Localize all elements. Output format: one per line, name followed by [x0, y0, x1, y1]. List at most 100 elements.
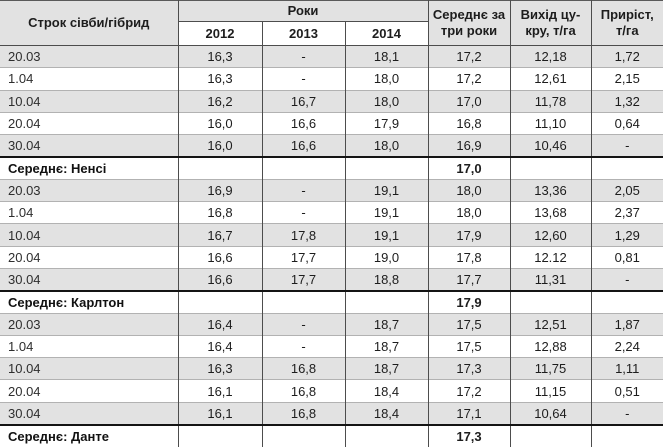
row-label-cell: 1.04 [0, 67, 179, 91]
col-header-year-2014: 2014 [344, 21, 428, 46]
data-row: 20.03 16,9-19,1 18,0 13,36 2,05 [0, 178, 663, 202]
year-2014-cell [344, 289, 429, 314]
sugar-yield-cell: 12.12 [509, 245, 592, 269]
year-2013-cell: 16,7 [261, 89, 346, 113]
average-cell: 17,2 [427, 45, 511, 68]
year-2014-cell: 18,1 [344, 45, 429, 68]
data-row: 20.04 16,6 17,7 19,0 17,8 12.12 0,81 [0, 245, 663, 269]
sugar-yield-cell: 11,75 [509, 357, 592, 380]
year-2013-cell [261, 155, 346, 180]
col-header-year-2012: 2012 [178, 21, 263, 46]
row-label-cell: 20.03 [0, 312, 179, 336]
row-label-cell: 20.04 [0, 111, 179, 135]
year-2012-cell [177, 155, 263, 180]
gain-cell: 1,11 [590, 357, 663, 380]
sugar-yield-cell: 13,36 [509, 178, 592, 202]
year-2012-cell: 16,9 [177, 178, 263, 202]
average-cell: 17,1 [427, 401, 511, 425]
year-2013-cell: 16,6 [261, 134, 346, 157]
row-label-cell: 30.04 [0, 134, 179, 157]
average-cell: 17,3 [427, 357, 511, 380]
summary-row: Середнє: Ненсі 17,0 [0, 155, 663, 180]
data-row: 30.04 16,1 16,8 18,4 17,1 10,64- [0, 401, 663, 425]
average-cell: 17,0 [427, 89, 511, 113]
gain-cell [590, 289, 663, 314]
year-2012-cell: 16,6 [177, 245, 263, 269]
average-cell: 17,9 [427, 223, 511, 247]
year-2013-cell: - [261, 334, 346, 358]
row-label-cell: 10.04 [0, 223, 179, 247]
data-row: 30.04 16,6 17,7 18,8 17,7 11,31- [0, 267, 663, 291]
row-label-cell: Середнє: Карлтон [0, 289, 179, 314]
gain-cell: 2,15 [590, 67, 663, 91]
data-row: 20.04 16,0 16,6 17,9 16,8 11,10 0,64 [0, 111, 663, 135]
gain-cell [590, 423, 663, 447]
year-2014-cell: 18,8 [344, 267, 429, 291]
sugar-yield-cell: 13,68 [509, 201, 592, 224]
year-2013-cell [261, 423, 346, 447]
sugar-yield-cell [509, 155, 592, 180]
sugar-yield-cell: 10,46 [509, 134, 592, 157]
gain-cell: 1,87 [590, 312, 663, 336]
sugar-yield-cell: 11,78 [509, 89, 592, 113]
gain-cell: 1,72 [590, 45, 663, 68]
average-cell: 18,0 [427, 178, 511, 202]
year-2013-cell: - [261, 45, 346, 68]
col-header-three-year-average: Середнє за три роки [427, 0, 511, 46]
row-label-cell: 20.04 [0, 245, 179, 269]
year-2013-cell: 16,8 [261, 379, 346, 403]
gain-cell: 0,81 [590, 245, 663, 269]
header-row-years: 2012 2013 2014 [0, 21, 663, 46]
year-2014-cell: 18,0 [344, 89, 429, 113]
summary-row: Середнє: Карлтон 17,9 [0, 289, 663, 314]
average-cell: 17,7 [427, 267, 511, 291]
average-cell: 17,5 [427, 312, 511, 336]
year-2014-cell: 18,7 [344, 334, 429, 358]
data-row: 30.04 16,0 16,6 18,0 16,9 10,46- [0, 134, 663, 157]
gain-cell: - [590, 134, 663, 157]
year-2014-cell: 18,7 [344, 357, 429, 380]
year-2013-cell: 16,8 [261, 357, 346, 380]
data-row: 1.04 16,8-19,1 18,0 13,68 2,37 [0, 201, 663, 224]
col-header-sugar-yield: Вихід цу- кру, т/га [509, 0, 592, 46]
year-2012-cell: 16,3 [177, 45, 263, 68]
gain-cell: 0,51 [590, 379, 663, 403]
gain-cell [590, 155, 663, 180]
year-2012-cell [177, 423, 263, 447]
summary-row: Середнє: Данте 17,3 [0, 423, 663, 447]
year-2012-cell [177, 289, 263, 314]
year-2013-cell: - [261, 312, 346, 336]
gain-cell: 2,24 [590, 334, 663, 358]
year-2013-cell: - [261, 67, 346, 91]
year-2014-cell: 19,1 [344, 201, 429, 224]
year-2012-cell: 16,3 [177, 67, 263, 91]
year-2014-cell: 19,1 [344, 223, 429, 247]
row-label-cell: 10.04 [0, 89, 179, 113]
data-row: 20.04 16,1 16,8 18,4 17,2 11,15 0,51 [0, 379, 663, 403]
average-cell: 17,3 [427, 423, 511, 447]
row-label-cell: 30.04 [0, 267, 179, 291]
data-row: 1.04 16,3-18,0 17,2 12,61 2,15 [0, 67, 663, 91]
year-2012-cell: 16,1 [177, 379, 263, 403]
sugar-yield-cell: 12,60 [509, 223, 592, 247]
average-cell: 16,9 [427, 134, 511, 157]
row-label-cell: 20.03 [0, 45, 179, 68]
year-2012-cell: 16,7 [177, 223, 263, 247]
sugar-yield-cell [509, 289, 592, 314]
year-2013-cell [261, 289, 346, 314]
sugar-yield-cell: 11,15 [509, 379, 592, 403]
sugar-yield-cell: 12,18 [509, 45, 592, 68]
average-cell: 17,2 [427, 379, 511, 403]
year-2014-cell: 19,0 [344, 245, 429, 269]
col-header-years-group: Роки [177, 0, 429, 22]
year-2012-cell: 16,6 [177, 267, 263, 291]
year-2013-cell: 17,7 [261, 267, 346, 291]
header-row-groups: Строк сівби/гібрид Роки Середнє за три р… [0, 0, 663, 46]
sugar-yield-cell: 11,10 [509, 111, 592, 135]
average-cell: 17,0 [427, 155, 511, 180]
year-2013-cell: - [261, 201, 346, 224]
sugar-yield-cell [509, 423, 592, 447]
year-2014-cell: 18,0 [344, 134, 429, 157]
sugar-yield-cell: 11,31 [509, 267, 592, 291]
